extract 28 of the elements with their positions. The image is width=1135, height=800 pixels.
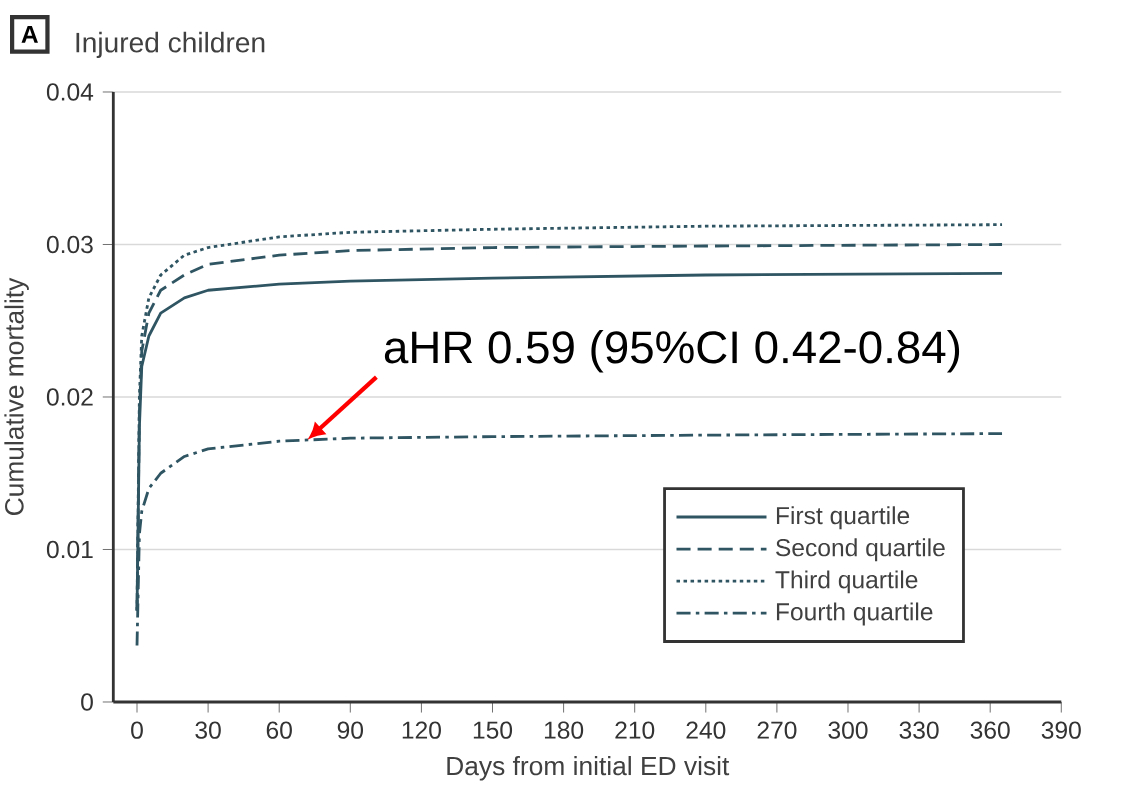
x-tick-label: 150 [473,721,513,739]
legend-label: Second quartile [776,538,945,562]
y-tick-label: 0.01 [46,540,93,559]
chart-title: Injured children [76,31,265,59]
x-tick-label: 180 [544,721,584,739]
x-tick-label: 330 [899,721,939,739]
x-tick-label: 360 [970,721,1010,739]
x-tick-label: 300 [828,721,868,739]
x-tick-label: 270 [757,721,797,739]
x-tick-label: 240 [686,721,726,739]
y-tick-label: 0.04 [46,83,94,101]
y-tick-label: 0 [81,693,93,711]
legend-label: Fourth quartile [776,602,933,626]
x-tick-label: 210 [615,721,655,739]
annotation: aHR 0.59 (95%CI 0.42-0.84) [384,329,960,373]
x-tick-label: 120 [402,721,441,739]
y-tick-label: 0.03 [46,235,93,254]
x-tick-label: 60 [266,721,292,739]
text: A [21,25,38,43]
y-axis-title: Cumulative mortality [4,277,29,516]
x-axis-title: Days from initial ED visit [447,755,730,781]
y-tick-label: 0.02 [46,388,93,406]
x-tick-label: 30 [195,721,221,739]
x-tick-label: 0 [131,721,143,739]
legend-label: Third quartile [775,570,918,594]
x-tick-label: 90 [337,721,364,739]
legend-label: First quartile [776,506,910,530]
x-tick-label: 390 [1041,721,1081,739]
